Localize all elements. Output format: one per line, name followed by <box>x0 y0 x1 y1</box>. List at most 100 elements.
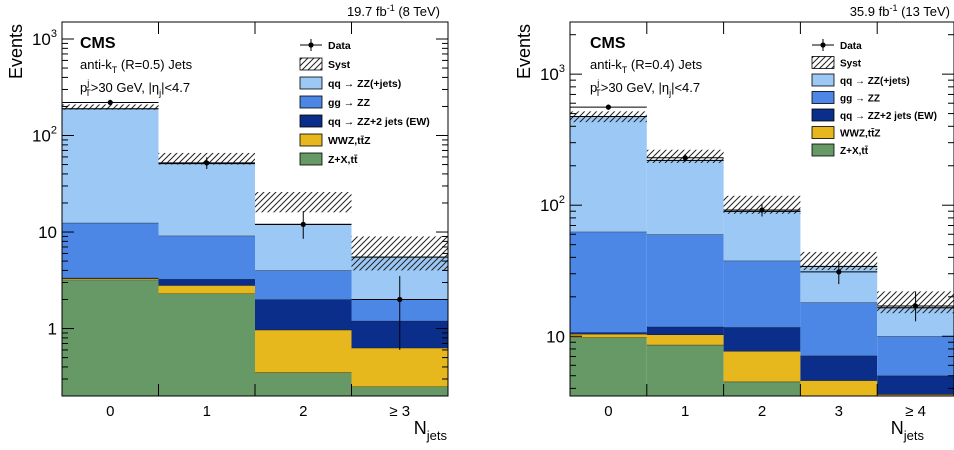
legend-data-marker <box>820 42 826 48</box>
y-tick-label: 1 <box>48 320 57 339</box>
cms-label: CMS <box>80 35 116 52</box>
info-text: p <box>80 80 87 95</box>
series-3 <box>62 222 448 321</box>
info-subscript: j <box>158 88 161 98</box>
bar <box>723 211 801 261</box>
bar <box>158 293 255 396</box>
bar <box>723 260 801 328</box>
series-1 <box>570 333 954 396</box>
legend-label: WWZ,tt̄Z <box>328 135 371 147</box>
y-tick-base: 10 <box>32 127 51 146</box>
y-tick-label: 10 <box>546 327 565 346</box>
legend-swatch <box>299 76 323 90</box>
info-text: anti-k <box>80 57 112 72</box>
x-tick-label: ≥ 4 <box>905 403 926 420</box>
x-axis-title: Njets <box>891 418 925 443</box>
legend-label: Z+X,tt̄ <box>840 145 869 157</box>
jet-cuts-label: pj T>30 GeV, |ηj|<4.7 <box>590 78 700 98</box>
bar <box>570 231 647 333</box>
y-tick-label: 103 <box>32 28 57 49</box>
y-axis-title: Events <box>514 24 534 79</box>
cms-label: CMS <box>590 35 626 52</box>
bar <box>255 329 352 373</box>
bar <box>723 327 801 352</box>
y-tick-base: 10 <box>546 327 565 346</box>
info-superscript: j <box>86 78 89 88</box>
jet-algo-label: anti-kT (R=0.4) Jets <box>590 57 703 75</box>
x-tick-label: ≥ 3 <box>389 403 410 420</box>
legend-label: Syst <box>840 59 862 70</box>
plot-area <box>570 104 954 401</box>
data-point <box>682 155 688 161</box>
bar <box>158 285 255 294</box>
y-tick-base: 10 <box>540 65 559 84</box>
legend-label: qq → ZZ(+jets) <box>328 78 401 90</box>
bar <box>877 394 954 396</box>
y-tick-base: 10 <box>32 30 51 49</box>
y-tick-exponent: 3 <box>51 28 57 40</box>
plot-frame <box>569 21 954 397</box>
lumi-value: 35.9 fb <box>850 4 890 19</box>
plot-area <box>62 99 448 396</box>
syst-hatch <box>255 191 352 213</box>
info-text: >30 GeV, |η <box>601 80 669 95</box>
bar <box>62 108 159 223</box>
bar <box>351 347 448 387</box>
x-tick-label: 0 <box>604 403 612 420</box>
lumi-unit-exponent: -1 <box>387 3 395 13</box>
syst-hatch <box>351 236 448 271</box>
legend-label: gg → ZZ <box>328 97 371 109</box>
legend-swatch <box>811 143 835 157</box>
bar <box>646 234 724 327</box>
series-0 <box>62 279 448 396</box>
legend-label: Data <box>328 40 351 52</box>
legend: Data Syst qq → ZZ(+jets) gg → ZZ qq → ZZ+2 j… <box>299 39 430 166</box>
data-point <box>759 207 765 213</box>
data-points <box>570 104 954 322</box>
syst-hatch <box>62 104 159 110</box>
info-subscript: T <box>595 88 601 98</box>
legend-label: Z+X,tt̄ <box>328 154 358 166</box>
data-point <box>913 303 919 309</box>
info-text: p <box>590 80 597 95</box>
data-point <box>204 160 210 166</box>
bar <box>351 386 448 396</box>
legend-swatch <box>299 152 323 166</box>
x-axis-title-sub: jets <box>903 428 925 443</box>
data-point <box>397 296 403 303</box>
info-subscript: j <box>668 88 671 98</box>
lumi-unit-exponent: -1 <box>889 3 897 13</box>
legend-label: qq → ZZ+2 jets (EW) <box>328 116 430 128</box>
lumi-label: 19.7 fb-1 (8 TeV) <box>347 3 440 19</box>
data-point <box>300 221 306 227</box>
bar <box>62 222 159 278</box>
y-tick-label: 102 <box>32 125 57 146</box>
bar <box>255 372 352 396</box>
y-tick-base: 10 <box>540 196 559 215</box>
bar <box>255 270 352 300</box>
series-0 <box>570 336 954 401</box>
legend-label: gg → ZZ <box>840 94 880 105</box>
syst-hatch <box>800 251 878 271</box>
x-axis: 0 1 2 3 ≥ 4 <box>569 22 954 420</box>
data-point <box>107 99 113 106</box>
legend-label: qq → ZZ+2 jets (EW) <box>840 111 937 122</box>
bar <box>570 337 647 396</box>
y-tick-base: 10 <box>38 223 57 242</box>
legend-swatch <box>299 133 323 147</box>
bar <box>646 160 724 235</box>
lumi-energy: (13 TeV) <box>897 4 950 19</box>
bar <box>158 235 255 280</box>
x-tick-label: 1 <box>681 403 689 420</box>
legend-syst-swatch <box>299 57 323 71</box>
legend-swatch <box>811 108 835 122</box>
legend-swatch <box>299 114 323 128</box>
bar <box>877 396 954 401</box>
info-text: (R=0.5) Jets <box>117 57 192 72</box>
legend-swatch <box>811 91 835 104</box>
